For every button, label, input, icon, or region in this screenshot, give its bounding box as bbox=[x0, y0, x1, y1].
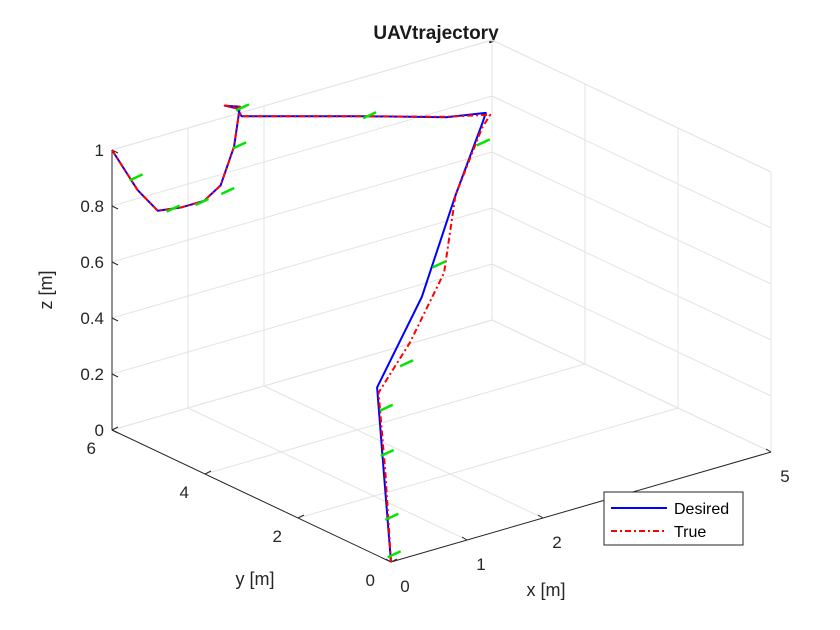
y-tick bbox=[297, 514, 305, 519]
heading-marker bbox=[384, 512, 399, 521]
grid-line bbox=[111, 263, 493, 375]
z-tick-label: 0.4 bbox=[80, 309, 104, 328]
heading-marker bbox=[387, 550, 402, 559]
grid bbox=[111, 39, 772, 563]
grid-line bbox=[263, 385, 544, 519]
grid-line bbox=[491, 151, 772, 285]
legend-label-desired: Desired bbox=[674, 501, 729, 518]
x-tick bbox=[537, 514, 544, 519]
series-group bbox=[111, 104, 492, 563]
grid-line bbox=[111, 95, 493, 207]
z-tick bbox=[111, 205, 119, 210]
heading-marker bbox=[232, 141, 247, 150]
z-tick-label: 0.8 bbox=[80, 197, 104, 216]
box-edge bbox=[111, 39, 493, 151]
chart-title: UAVtrajectory bbox=[373, 23, 499, 44]
legend-label-true: True bbox=[674, 524, 706, 541]
y-axis bbox=[111, 429, 392, 563]
y-tick-label: 2 bbox=[273, 527, 282, 546]
heading-marker bbox=[166, 204, 181, 213]
grid-line bbox=[111, 319, 493, 431]
z-tick bbox=[111, 429, 119, 434]
x-tick-label: 5 bbox=[780, 467, 789, 486]
y-tick bbox=[390, 558, 398, 563]
z-axis-label: z [m] bbox=[36, 271, 56, 310]
grid-line bbox=[204, 363, 586, 475]
heading-marker bbox=[379, 403, 394, 412]
legend-box bbox=[603, 491, 744, 546]
heading-marker bbox=[129, 173, 144, 182]
grid-line bbox=[491, 263, 772, 397]
z-tick bbox=[111, 317, 119, 322]
z-tick-label: 0 bbox=[95, 421, 104, 440]
z-tick-label: 0.6 bbox=[80, 253, 104, 272]
x-tick-label: 0 bbox=[400, 577, 409, 596]
grid-line bbox=[491, 95, 772, 229]
x-tick-label: 1 bbox=[476, 555, 485, 574]
z-tick bbox=[111, 373, 119, 378]
x-tick-label: 2 bbox=[552, 533, 561, 552]
x-tick bbox=[765, 448, 772, 453]
heading-marker bbox=[380, 448, 395, 458]
heading-marker bbox=[399, 359, 414, 368]
heading-marker bbox=[476, 138, 491, 147]
x-axis bbox=[390, 451, 772, 563]
grid-line bbox=[297, 407, 679, 519]
x-tick bbox=[461, 536, 468, 541]
y-tick-label: 4 bbox=[180, 483, 189, 502]
series-line-desired bbox=[111, 104, 487, 563]
y-tick-label: 6 bbox=[87, 439, 96, 458]
grid-line bbox=[491, 319, 772, 453]
x-axis-label: x [m] bbox=[527, 580, 566, 600]
grid-line bbox=[187, 407, 468, 541]
grid-line bbox=[111, 151, 493, 263]
heading-marker bbox=[220, 186, 235, 196]
grid-line bbox=[491, 207, 772, 341]
z-tick-label: 0.2 bbox=[80, 365, 104, 384]
heading-markers bbox=[129, 103, 491, 559]
y-tick-label: 0 bbox=[366, 571, 375, 590]
series-line-true bbox=[111, 104, 492, 563]
z-tick bbox=[111, 261, 119, 266]
y-tick bbox=[204, 470, 212, 475]
legend: Desired True bbox=[603, 491, 744, 546]
box-edge bbox=[491, 39, 772, 173]
heading-marker bbox=[235, 103, 250, 112]
heading-marker bbox=[362, 111, 377, 120]
y-tick bbox=[111, 426, 119, 431]
heading-marker bbox=[194, 197, 210, 207]
heading-marker bbox=[432, 260, 447, 269]
y-axis-label: y [m] bbox=[236, 569, 275, 589]
grid-line bbox=[111, 207, 493, 319]
z-tick-label: 1 bbox=[95, 141, 104, 160]
